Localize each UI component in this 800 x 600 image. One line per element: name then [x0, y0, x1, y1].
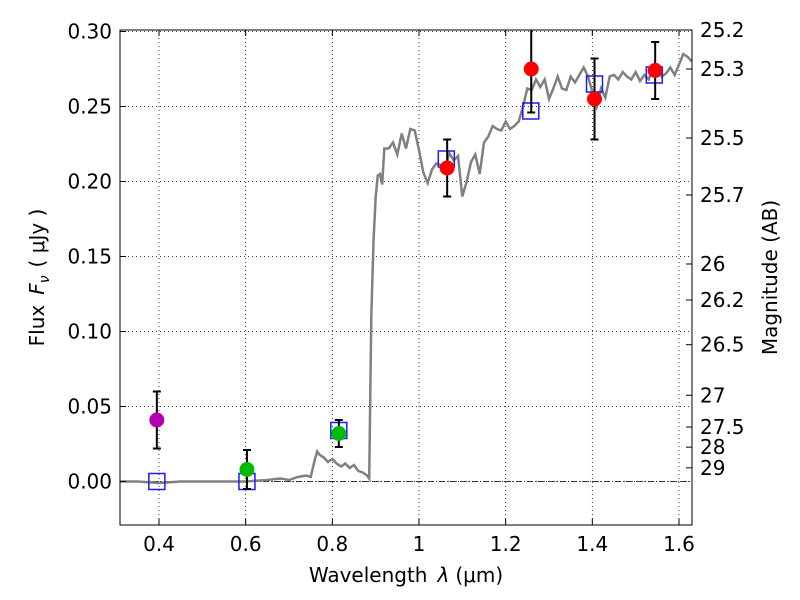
right-tick-label: 25.7: [700, 183, 745, 207]
model-photometry-points: [148, 66, 664, 491]
y-tick-label: 0.05: [67, 395, 112, 419]
right-tick-label: 27.5: [700, 415, 745, 439]
observed-point: [587, 91, 602, 107]
right-tick-label: 29: [700, 456, 725, 480]
right-tick-label: 25.2: [700, 18, 745, 42]
right-tick-label: 26.5: [700, 333, 745, 357]
gridlines: [120, 30, 692, 525]
y-tick-label: 0.15: [67, 245, 112, 269]
observed-point: [239, 462, 255, 477]
observed-point: [523, 61, 539, 77]
right-tick-label: 26: [700, 252, 725, 276]
observed-point: [149, 412, 165, 428]
y-tick-label: 0.00: [67, 470, 112, 494]
y-tick-label: 0.30: [67, 20, 112, 44]
y-tick-label: 0.20: [67, 170, 112, 194]
observed-point: [647, 63, 663, 78]
right-tick-label: 26.2: [700, 288, 745, 312]
axis-ticks: 0.4 0.6 0.8 1 1.2 1.4 1.6 0.00 0.05 0.10 0.15 0.20 0…: [67, 18, 744, 556]
model-photometry-square: [148, 472, 166, 491]
right-tick-label: 27: [700, 383, 725, 407]
observed-points: [149, 30, 663, 490]
x-tick-label: 1.4: [576, 532, 608, 556]
y-tick-label: 0.10: [67, 320, 112, 344]
plot-frame: [119, 29, 693, 526]
right-tick-label: 25.3: [700, 57, 745, 81]
x-tick-label: 0.6: [230, 532, 262, 556]
x-tick-label: 1.6: [663, 532, 695, 556]
x-tick-label: 1.2: [490, 532, 522, 556]
x-tick-label: 0.4: [143, 532, 175, 556]
x-tick-label: 1: [413, 532, 426, 556]
x-tick-label: 0.8: [316, 532, 348, 556]
right-axis-label: Magnitude (AB): [758, 200, 782, 355]
observed-point: [439, 160, 455, 176]
observed-point: [331, 426, 347, 441]
right-tick-label: 25.5: [700, 126, 745, 150]
right-tick-label: 28: [700, 435, 725, 459]
model-sed-line: [120, 52, 692, 485]
y-tick-label: 0.25: [67, 95, 112, 119]
y-axis-label: FluxFν( μJy ): [25, 209, 53, 347]
plot-area: [120, 30, 692, 491]
x-axis-label: Wavelength λ (μm): [309, 563, 503, 587]
